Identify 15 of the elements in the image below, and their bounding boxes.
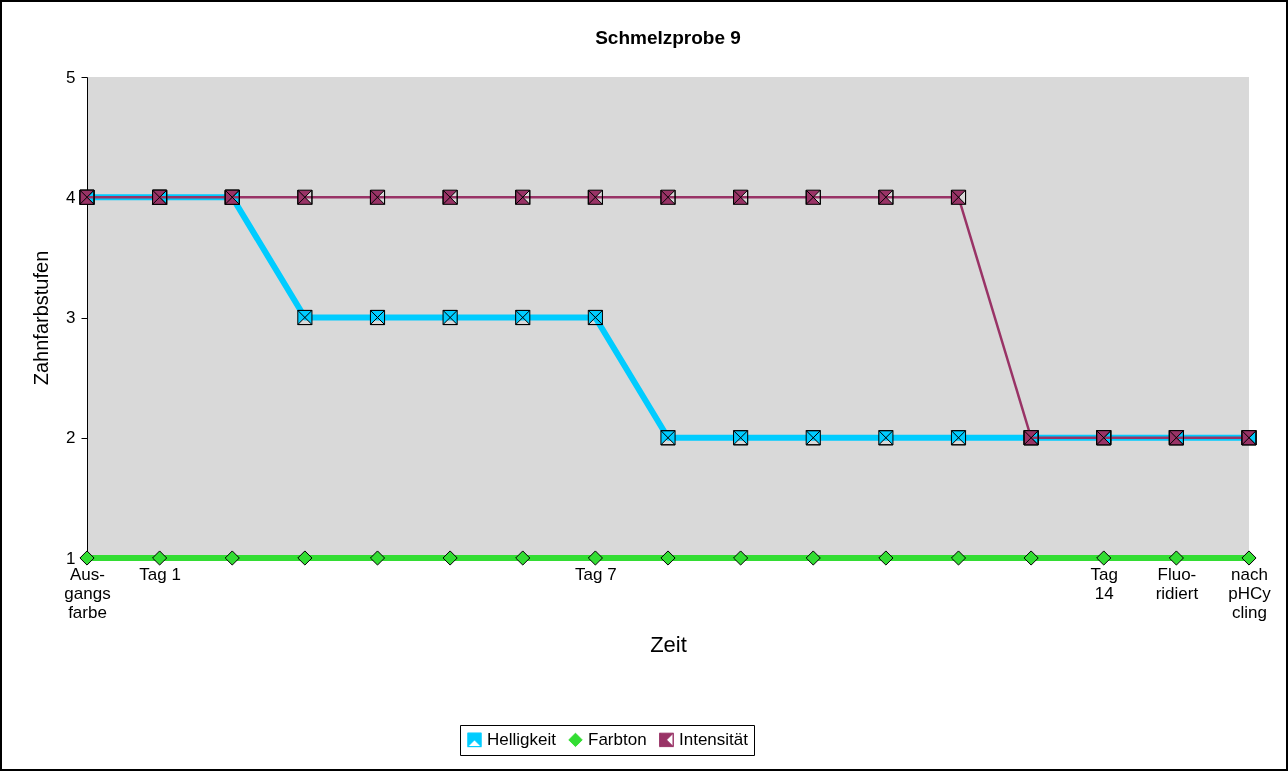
y-tick-label: 5	[66, 67, 76, 87]
x-axis-title: Zeit	[650, 631, 687, 657]
legend-label: Helligkeit	[487, 729, 557, 749]
x-tick-label: Tag 1	[139, 564, 181, 584]
y-tick-label: 3	[66, 308, 76, 327]
y-axis-title: Zahnfarbstufen	[30, 250, 53, 386]
y-tick-label: 4	[66, 187, 76, 207]
y-tick-label: 2	[66, 428, 76, 448]
x-tick-label: Tag 7	[575, 564, 617, 584]
legend-label: Farbton	[588, 729, 647, 749]
legend-label: Intensität	[679, 729, 749, 749]
x-tick-label: Tag 14	[1090, 564, 1118, 603]
x-tick-label: nach pHCy cling	[1228, 564, 1272, 622]
x-tick-label: Fluo- ridiert	[1155, 564, 1199, 603]
chart-title: Schmelzprobe 9	[595, 27, 741, 48]
